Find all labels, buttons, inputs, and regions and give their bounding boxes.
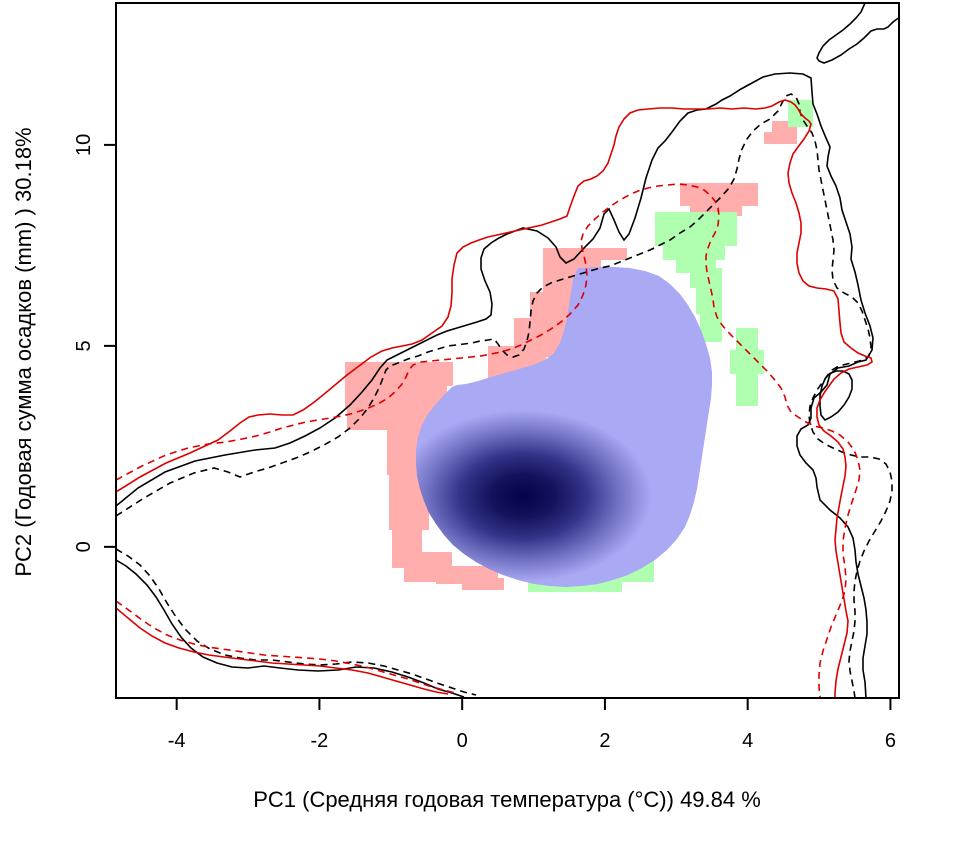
y-tick-label: 10: [73, 134, 95, 156]
unfilling-green-cell: [690, 268, 722, 288]
plot-area: [116, 3, 899, 698]
contour-black-solid-right-loop: [819, 370, 853, 422]
plot-border: [115, 2, 900, 699]
expansion-pink-cell: [347, 400, 387, 430]
contour-black-solid-bottom-tail: [116, 559, 465, 698]
contour-red-solid-main: [116, 99, 873, 698]
contour-red-solid-bottom-tail: [116, 607, 449, 695]
unfilling-green-cell: [700, 310, 722, 342]
contour-red-dashed-bottom-tail: [116, 600, 456, 694]
x-tick-label: 2: [599, 730, 610, 752]
y-tick-label: 5: [73, 340, 95, 351]
contour-black-dashed-main: [116, 93, 893, 698]
x-tick-label: 0: [457, 730, 468, 752]
density-core-group: [416, 410, 651, 582]
y-tick-label: 0: [73, 541, 95, 552]
unfilling-green-cell: [696, 286, 722, 314]
expansion-pink-cell: [385, 362, 453, 386]
contour-red-dashed-main: [116, 183, 861, 698]
x-tick-label: -2: [311, 730, 329, 752]
x-tick-label: 4: [742, 730, 753, 752]
density-core: [416, 410, 651, 582]
contour-black-dashed-bottom-tail: [116, 548, 477, 696]
x-tick-label: 6: [885, 730, 896, 752]
expansion-pink-cell: [690, 205, 742, 216]
expansion-pink-cell: [599, 248, 627, 260]
x-axis-title: PC1 (Средняя годовая температура (°C)) 4…: [253, 787, 761, 812]
expansion-pink-cell: [680, 183, 758, 206]
x-tick-label: -4: [168, 730, 186, 752]
expansion-pink-cell: [764, 132, 781, 144]
expansion-pink-cell: [462, 578, 504, 590]
y-axis-title: PC2 (Годовая сумма осадков (mm) ) 30.18%: [11, 127, 36, 577]
contour-black-solid-main: [116, 72, 874, 698]
contour-black-solid-topright-band: [816, 3, 899, 64]
